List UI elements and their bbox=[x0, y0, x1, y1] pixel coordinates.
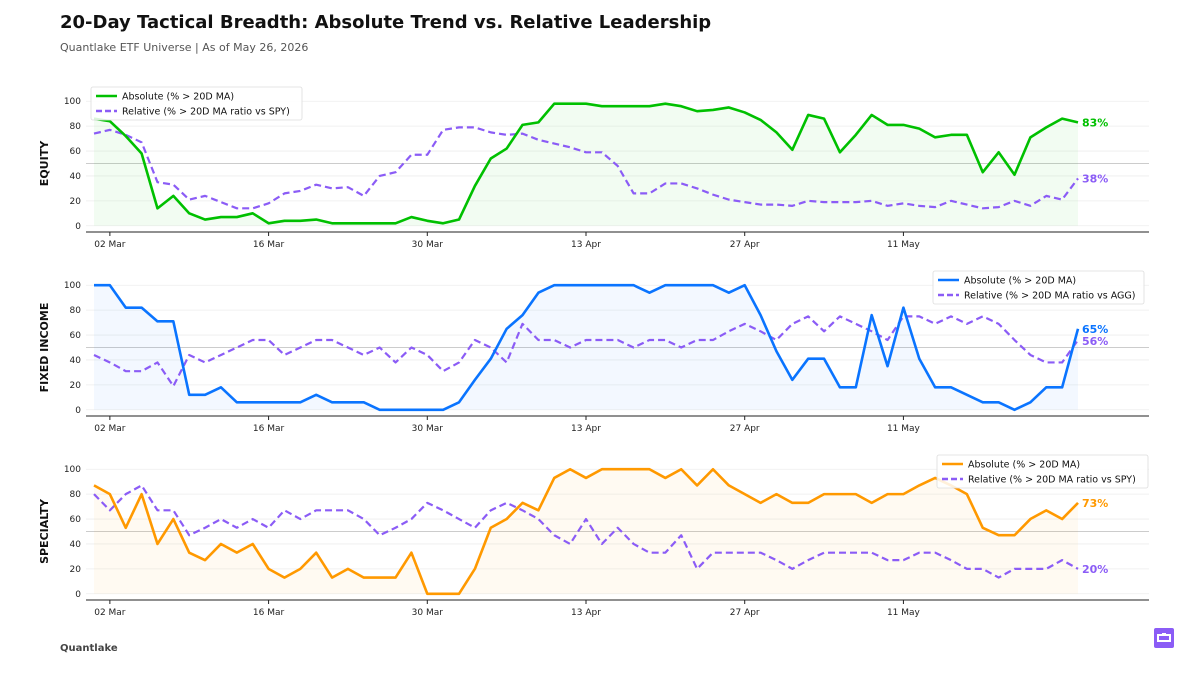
series-line-relative bbox=[93, 484, 1079, 579]
x-tick-label: 02 Mar bbox=[94, 424, 126, 434]
panel-specialty: 0 20 40 60 80 100 02 Mar 16 Mar 30 Mar 13 Apr 27 A… bbox=[38, 454, 1149, 618]
legend-entry: Relative (% > 20D MA ratio vs AGG) bbox=[964, 291, 1135, 302]
brand-logo-icon bbox=[1154, 628, 1174, 648]
x-tick-label: 13 Apr bbox=[571, 608, 601, 618]
x-tick-label: 16 Mar bbox=[253, 240, 285, 250]
legend-entry: Absolute (% > 20D MA) bbox=[122, 92, 234, 103]
y-tick-label: 20 bbox=[70, 381, 82, 391]
end-value-label: 73% bbox=[1082, 497, 1108, 510]
legend: Absolute (% > 20D MA) Relative (% > 20D M… bbox=[936, 454, 1149, 489]
y-axis-label: EQUITY bbox=[38, 140, 51, 186]
y-tick-label: 40 bbox=[70, 540, 82, 550]
y-tick-label: 20 bbox=[70, 565, 82, 575]
series-line-relative bbox=[93, 315, 1079, 388]
legend-box bbox=[90, 86, 303, 121]
y-tick-label: 0 bbox=[75, 406, 81, 416]
x-tick-label: 27 Apr bbox=[730, 240, 760, 250]
panel-equity: 0 20 40 60 80 100 02 Mar 16 Mar 30 Mar 13 Apr 27 A… bbox=[38, 86, 1149, 250]
x-tick-label: 02 Mar bbox=[94, 240, 126, 250]
y-axis-label: FIXED INCOME bbox=[38, 303, 51, 393]
y-tick-label: 100 bbox=[64, 97, 81, 107]
x-tick-label: 13 Apr bbox=[571, 240, 601, 250]
end-value-label: 38% bbox=[1082, 172, 1108, 185]
footer-brand: Quantlake bbox=[60, 643, 118, 654]
y-tick-label: 0 bbox=[75, 590, 81, 600]
legend-box bbox=[932, 270, 1145, 305]
y-tick-label: 40 bbox=[70, 172, 82, 182]
y-tick-label: 80 bbox=[70, 306, 82, 316]
x-tick-label: 16 Mar bbox=[253, 424, 285, 434]
x-tick-label: 13 Apr bbox=[571, 424, 601, 434]
legend-entry: Absolute (% > 20D MA) bbox=[964, 276, 1076, 287]
x-tick-label: 30 Mar bbox=[412, 424, 444, 434]
legend-box bbox=[936, 454, 1149, 489]
series-line-absolute bbox=[93, 467, 1079, 596]
x-tick-label: 11 May bbox=[887, 240, 921, 250]
x-tick-label: 16 Mar bbox=[253, 608, 285, 618]
end-value-label: 83% bbox=[1082, 116, 1108, 129]
end-value-label: 20% bbox=[1082, 563, 1108, 576]
x-tick-label: 27 Apr bbox=[730, 424, 760, 434]
y-tick-label: 100 bbox=[64, 465, 81, 475]
chart-subtitle: Quantlake ETF Universe | As of May 26, 2… bbox=[60, 41, 309, 54]
x-tick-label: 30 Mar bbox=[412, 240, 444, 250]
y-tick-label: 60 bbox=[70, 331, 82, 341]
end-value-label: 65% bbox=[1082, 323, 1108, 336]
legend: Absolute (% > 20D MA) Relative (% > 20D M… bbox=[932, 270, 1145, 305]
y-axis-label: SPECIALTY bbox=[38, 498, 51, 564]
legend-entry: Absolute (% > 20D MA) bbox=[968, 460, 1080, 471]
absolute-area-fill bbox=[94, 285, 1078, 410]
chart-title: 20-Day Tactical Breadth: Absolute Trend … bbox=[60, 12, 712, 33]
y-tick-label: 100 bbox=[64, 281, 81, 291]
series-line-absolute bbox=[93, 102, 1079, 225]
x-tick-label: 27 Apr bbox=[730, 608, 760, 618]
series-line-absolute bbox=[94, 283, 1080, 412]
legend: Absolute (% > 20D MA) Relative (% > 20D M… bbox=[90, 86, 303, 121]
y-tick-label: 60 bbox=[70, 147, 82, 157]
y-tick-label: 80 bbox=[70, 490, 82, 500]
panel-fixed-income: 0 20 40 60 80 100 02 Mar 16 Mar 30 Mar 13 Apr 27 A… bbox=[38, 270, 1149, 434]
y-tick-label: 0 bbox=[75, 222, 81, 232]
x-tick-label: 11 May bbox=[887, 608, 921, 618]
legend-entry: Relative (% > 20D MA ratio vs SPY) bbox=[122, 107, 290, 118]
end-value-label: 56% bbox=[1082, 335, 1108, 348]
y-tick-label: 20 bbox=[70, 197, 82, 207]
x-tick-label: 11 May bbox=[887, 424, 921, 434]
y-tick-label: 80 bbox=[70, 122, 82, 132]
x-tick-label: 02 Mar bbox=[94, 608, 126, 618]
legend-entry: Relative (% > 20D MA ratio vs SPY) bbox=[968, 475, 1136, 486]
x-tick-label: 30 Mar bbox=[412, 608, 444, 618]
absolute-area-fill bbox=[94, 469, 1078, 594]
y-tick-label: 40 bbox=[70, 356, 82, 366]
series-line-relative bbox=[93, 126, 1079, 210]
y-tick-label: 60 bbox=[70, 515, 82, 525]
absolute-area-fill bbox=[94, 103, 1078, 226]
